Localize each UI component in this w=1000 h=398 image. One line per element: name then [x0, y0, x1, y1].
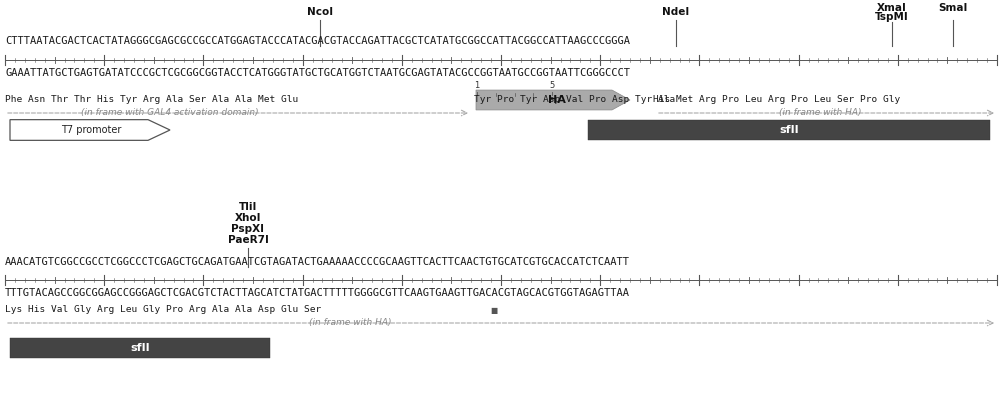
- Text: AAACATGTCGGCCGCCTCGGCCCTCGAGCTGCAGATGAATCGTAGATACTGAAAAACCCCGCAAGTTCACTTCAACTGTG: AAACATGTCGGCCGCCTCGGCCCTCGAGCTGCAGATGAAT…: [5, 257, 630, 267]
- Text: GAAATTATGCTGAGTGATATCCCGCTCGCGGCGGTACCTCATGGGTATGCTGCATGGTCTAATGCGAGTATACGCCGGTA: GAAATTATGCTGAGTGATATCCCGCTCGCGGCGGTACCTC…: [5, 68, 630, 78]
- Text: sfII: sfII: [779, 125, 799, 135]
- Text: NcoI: NcoI: [307, 7, 333, 17]
- Text: (in frame with HA): (in frame with HA): [779, 109, 861, 117]
- Text: sfII: sfII: [130, 343, 150, 353]
- Text: XhoI: XhoI: [235, 213, 261, 223]
- Text: Tyr Pro Tyr Asp Val Pro Asp Tyr Ala: Tyr Pro Tyr Asp Val Pro Asp Tyr Ala: [474, 96, 675, 105]
- Text: (in frame with GAL4 activation domain): (in frame with GAL4 activation domain): [81, 109, 259, 117]
- Text: SmaI: SmaI: [938, 3, 968, 13]
- Text: CTTTAATACGACTCACTATAGGGCGAGCGCCGCCATGGAGTACCCATACGACGTACCAGATTACGCTCATATGCGGCCAT: CTTTAATACGACTCACTATAGGGCGAGCGCCGCCATGGAG…: [5, 36, 630, 46]
- Text: 5: 5: [549, 81, 555, 90]
- FancyArrow shape: [10, 120, 170, 140]
- Text: TliI: TliI: [239, 202, 257, 212]
- Text: ■: ■: [490, 306, 497, 314]
- Text: TTTGTACAGCCGGCGGAGCCGGGAGCTCGACGTCTACTTAGCATCTATGACTTTTTGGGGCGTTCAAGTGAAGTTGACAC: TTTGTACAGCCGGCGGAGCCGGGAGCTCGACGTCTACTTA…: [5, 288, 630, 298]
- Text: (in frame with HA): (in frame with HA): [309, 318, 391, 328]
- Text: T7 promoter: T7 promoter: [61, 125, 121, 135]
- Text: Lys His Val Gly Arg Leu Gly Pro Arg Ala Ala Asp Glu Ser: Lys His Val Gly Arg Leu Gly Pro Arg Ala …: [5, 306, 321, 314]
- Text: PaeR7I: PaeR7I: [228, 235, 268, 245]
- Bar: [10, 338, 270, 358]
- Text: XmaI: XmaI: [877, 3, 907, 13]
- Text: PspXI: PspXI: [232, 224, 264, 234]
- Text: His Met Arg Pro Leu Arg Pro Leu Ser Pro Gly: His Met Arg Pro Leu Arg Pro Leu Ser Pro …: [653, 96, 900, 105]
- Text: HA: HA: [548, 95, 566, 105]
- Text: 1: 1: [474, 81, 480, 90]
- Bar: [588, 120, 990, 140]
- Text: NdeI: NdeI: [662, 7, 690, 17]
- Text: Phe Asn Thr Thr His Tyr Arg Ala Ser Ala Ala Met Glu: Phe Asn Thr Thr His Tyr Arg Ala Ser Ala …: [5, 96, 298, 105]
- FancyArrow shape: [476, 90, 630, 110]
- Text: TspMI: TspMI: [875, 12, 909, 22]
